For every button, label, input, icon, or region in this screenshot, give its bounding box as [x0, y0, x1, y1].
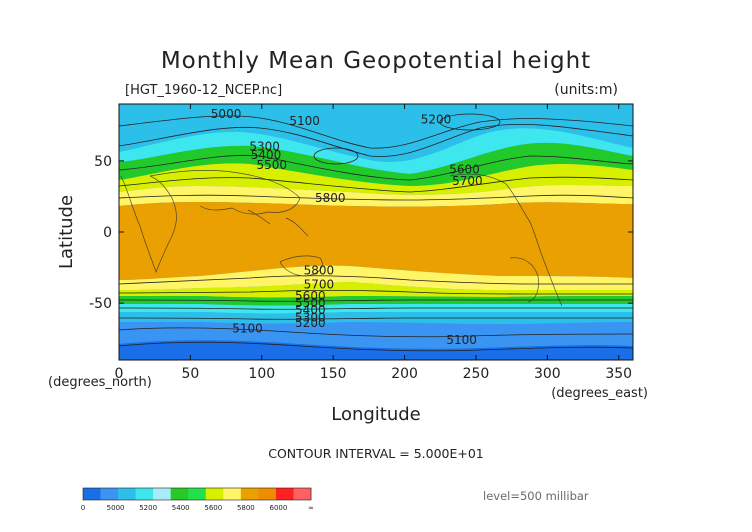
contour-label: 5700: [452, 174, 483, 188]
contour-label: 5700: [304, 278, 335, 292]
colorbar-swatch: [170, 488, 189, 500]
contour-label: 5300: [295, 310, 326, 324]
contour-label: 5600: [449, 162, 480, 176]
band-nh-light: [119, 128, 633, 174]
contour-label: 5500: [256, 158, 287, 172]
x-tick-label: 200: [391, 366, 418, 382]
units-label: (units:m): [554, 82, 618, 98]
colorbar-frame: [82, 487, 312, 501]
x-tick-label: 300: [534, 366, 561, 382]
colorbar-swatch: [135, 488, 154, 500]
band-nh-pale: [119, 185, 633, 207]
y-tick-label: 0: [103, 225, 112, 241]
colorbar-swatch: [240, 488, 259, 500]
y-axis-ticks: -50 0 50: [89, 154, 633, 312]
colorbar: 0 5000 5200 5400 5600 5800 6000 ∞: [81, 487, 314, 512]
band-tropics-orange: [119, 202, 633, 280]
contour-label: 5200: [421, 113, 452, 127]
colorbar-swatch: [188, 488, 207, 500]
x-tick-label: 350: [605, 366, 632, 382]
y-axis-label: Latitude: [56, 195, 77, 269]
contour-label: 5500: [295, 296, 326, 310]
band-sh-green: [119, 296, 633, 306]
contour-label: 5100: [289, 114, 320, 128]
colorbar-label: 5400: [172, 504, 190, 512]
colorbar-label: 5200: [139, 504, 157, 512]
contour-label: 5800: [304, 263, 335, 277]
y-tick-label: -50: [89, 296, 112, 312]
band-nh-green: [119, 142, 633, 186]
x-tick-label: 250: [463, 366, 490, 382]
x-axis-ticks: 0 50 100 150 200 250 300 350: [115, 104, 632, 382]
band-nh-cyan: [119, 104, 633, 162]
y-unit-label: (degrees_north): [48, 375, 152, 390]
colorbar-label: 5800: [237, 504, 255, 512]
coastlines: [120, 169, 563, 307]
colorbar-swatch: [100, 488, 119, 500]
contour-label: 5600: [295, 289, 326, 303]
colorbar-label: 5600: [204, 504, 222, 512]
x-tick-label: 0: [115, 366, 124, 382]
contour-label: 5400: [251, 148, 282, 162]
colorbar-swatch: [293, 488, 312, 500]
colorbar-swatch: [223, 488, 242, 500]
band-nh-yellow: [119, 163, 633, 195]
colorbar-label: 6000: [270, 504, 288, 512]
colorbar-swatch: [118, 488, 137, 500]
colorbar-label: 5000: [107, 504, 125, 512]
colorbar-swatch: [275, 488, 294, 500]
x-unit-label: (degrees_east): [551, 386, 648, 401]
contour-label: 5800: [315, 191, 346, 205]
colorbar-swatch: [258, 488, 277, 500]
colorbar-swatch: [153, 488, 172, 500]
contour-label: 5100: [232, 322, 263, 336]
y-tick-label: 50: [94, 154, 112, 170]
colorbar-label: ∞: [308, 504, 314, 512]
colorbar-label: 0: [81, 504, 85, 512]
contour-label: 5100: [446, 333, 477, 347]
colorbar-swatch: [205, 488, 224, 500]
contour-label: 5000: [211, 107, 242, 121]
chart-title: Monthly Mean Geopotential height: [161, 48, 591, 74]
x-tick-label: 100: [248, 366, 275, 382]
file-label: [HGT_1960-12_NCEP.nc]: [125, 83, 282, 98]
band-sh-light: [119, 304, 633, 314]
x-tick-label: 150: [320, 366, 347, 382]
contour-label: 5200: [295, 316, 326, 330]
level-text: level=500 millibar: [483, 489, 589, 503]
x-axis-label: Longitude: [331, 404, 421, 425]
x-tick-label: 50: [181, 366, 199, 382]
contour-label: 5300: [249, 140, 280, 154]
contour-label: 5400: [295, 303, 326, 317]
contour-interval-text: CONTOUR INTERVAL = 5.000E+01: [268, 446, 484, 461]
colorbar-swatch: [83, 488, 101, 500]
